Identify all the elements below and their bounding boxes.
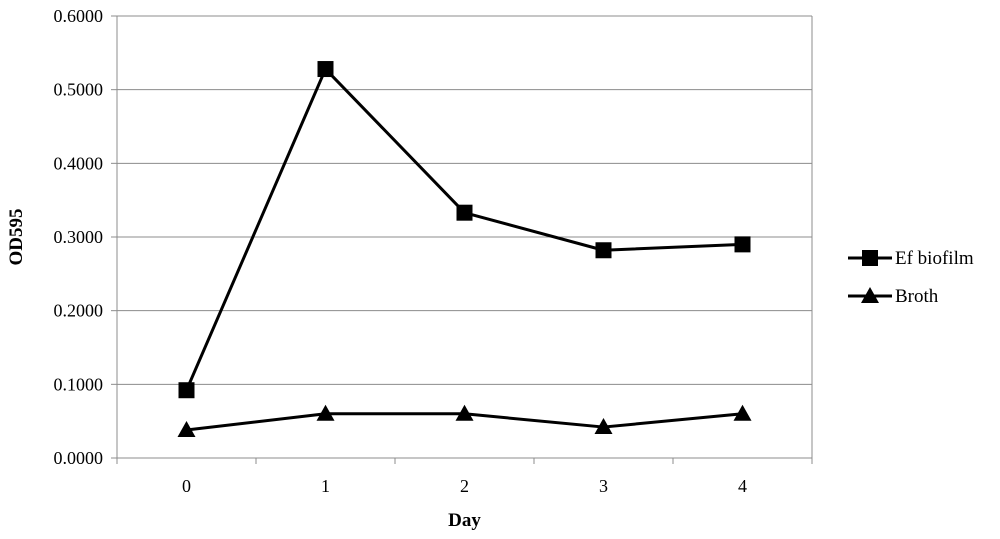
series-ef-biofilm bbox=[178, 61, 751, 399]
x-tick-label: 0 bbox=[182, 476, 191, 496]
legend: Ef biofilm Broth bbox=[848, 248, 974, 307]
y-axis-label: OD595 bbox=[6, 209, 27, 266]
legend-label: Ef biofilm bbox=[895, 248, 974, 269]
series-line bbox=[185, 67, 743, 391]
y-tick-label: 0.3000 bbox=[54, 227, 104, 247]
x-tick-label: 2 bbox=[460, 476, 469, 496]
y-tick-label: 0.4000 bbox=[54, 153, 104, 173]
x-tick-label: 3 bbox=[599, 476, 608, 496]
legend-marker bbox=[862, 250, 878, 266]
data-point bbox=[456, 204, 473, 221]
x-tick-label: 4 bbox=[738, 476, 747, 496]
x-tick-label: 1 bbox=[321, 476, 330, 496]
data-point bbox=[594, 418, 613, 435]
data-point bbox=[316, 404, 335, 421]
y-tick-label: 0.6000 bbox=[54, 6, 104, 26]
data-point bbox=[734, 236, 751, 253]
x-axis-label: Day bbox=[448, 510, 481, 531]
y-tick-label: 0.1000 bbox=[54, 374, 104, 394]
legend-label: Broth bbox=[895, 286, 939, 307]
gridlines bbox=[117, 15, 813, 458]
axes bbox=[111, 15, 813, 464]
y-tick-label: 0.5000 bbox=[54, 80, 104, 100]
y-tick-labels: 0.0000 0.1000 0.2000 0.3000 0.4000 0.5000 0.60… bbox=[54, 6, 104, 468]
data-point bbox=[178, 382, 195, 399]
legend-item: Ef biofilm bbox=[848, 248, 974, 269]
data-point bbox=[733, 404, 752, 421]
y-tick-label: 0.2000 bbox=[54, 301, 104, 321]
legend-item: Broth bbox=[848, 286, 939, 307]
y-tick-label: 0.0000 bbox=[54, 448, 104, 468]
series-group bbox=[177, 61, 752, 438]
x-tick-labels: 0 1 2 3 4 bbox=[182, 476, 747, 496]
data-point bbox=[317, 61, 334, 78]
data-point bbox=[455, 404, 474, 421]
data-point bbox=[595, 242, 612, 259]
series-broth bbox=[177, 404, 752, 438]
legend-marker bbox=[861, 287, 879, 303]
data-point bbox=[177, 421, 196, 438]
